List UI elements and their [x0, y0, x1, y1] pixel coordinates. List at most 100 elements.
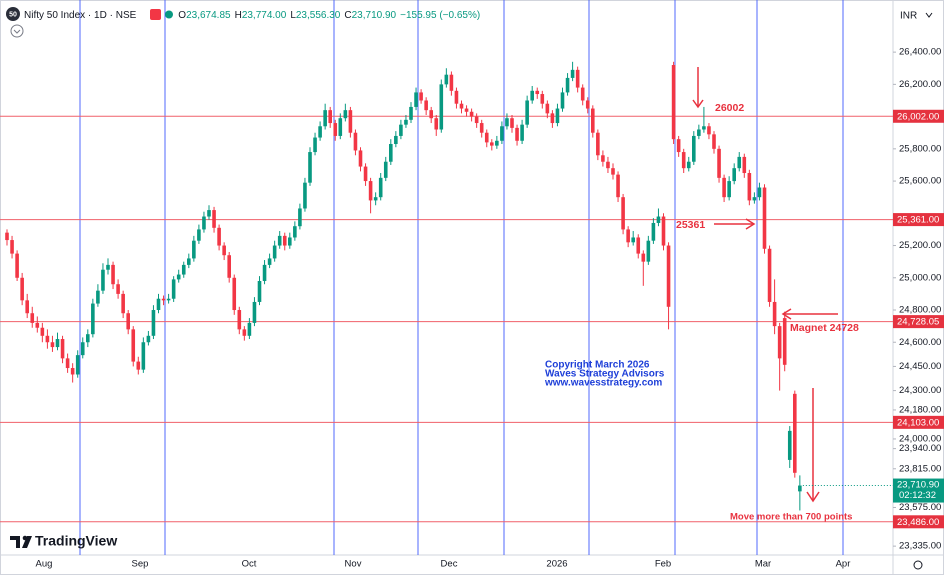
annotation: Magnet 24728 — [790, 322, 859, 334]
y-tick-label: 25,000.00 — [899, 272, 941, 283]
candle-body — [237, 310, 242, 330]
header-part: 1D — [94, 10, 107, 21]
x-tick-label: Sep — [132, 559, 149, 570]
x-tick-label: Apr — [836, 559, 851, 570]
candle-body — [348, 110, 353, 133]
y-tick-label: 24,300.00 — [899, 385, 941, 396]
candle-body — [313, 137, 317, 153]
last-price-label: 23,710.90 — [897, 480, 939, 491]
candle-body — [202, 216, 206, 230]
candle-body — [20, 277, 24, 301]
alert-icon[interactable] — [150, 9, 161, 20]
candle-body — [121, 293, 125, 314]
watermark: www.wavesstrategy.com — [544, 378, 662, 389]
candle-body — [777, 326, 782, 359]
annotation: Move more than 700 points — [730, 512, 852, 523]
candle-body — [505, 118, 509, 127]
level-label-bg — [893, 213, 944, 227]
y-tick-label: 25,800.00 — [899, 143, 941, 154]
y-tick-label: 24,800.00 — [899, 305, 941, 316]
levels — [0, 115, 893, 523]
candle-body — [707, 126, 711, 135]
candle-body — [697, 129, 701, 136]
candle-body — [187, 258, 191, 265]
watermark: Waves Strategy Advisors — [545, 369, 665, 380]
candle-body — [560, 92, 565, 109]
header-part: O — [178, 10, 186, 21]
candle-body — [141, 342, 146, 370]
candle-body — [692, 135, 696, 162]
settings-button[interactable] — [913, 560, 923, 570]
candle-body — [606, 161, 610, 169]
candle-body — [459, 103, 464, 109]
x-tick-label: Nov — [345, 559, 362, 570]
candle-body — [798, 485, 802, 492]
candle-body — [585, 100, 590, 109]
y-tick-label: 24,180.00 — [899, 404, 941, 415]
collapse-button[interactable] — [10, 24, 24, 38]
candle-body — [444, 74, 449, 85]
candle-body — [611, 168, 615, 175]
candle-body — [303, 182, 307, 209]
header-part: Nifty 50 Index — [24, 10, 85, 21]
candle-body — [343, 110, 348, 119]
candle-body — [373, 197, 378, 201]
candle-body — [782, 318, 787, 365]
x-tick-label: Dec — [441, 559, 458, 570]
level-label: 25,361.00 — [897, 215, 939, 226]
arrow-head — [781, 308, 792, 320]
candle-body — [363, 166, 368, 182]
y-tick-label: 24,600.00 — [899, 337, 941, 348]
candle-body — [116, 284, 120, 294]
candle-body — [737, 156, 742, 169]
candle-body — [60, 339, 65, 359]
countdown: 02:12:32 — [899, 490, 936, 501]
candle-body — [358, 150, 363, 167]
candle-body — [666, 245, 671, 307]
candle-body — [575, 69, 580, 88]
candle-body — [757, 187, 762, 198]
candle-body — [793, 393, 797, 473]
candle-body — [621, 197, 625, 230]
level-label: 23,486.00 — [897, 517, 939, 528]
candle-body — [353, 132, 358, 151]
candle-body — [35, 322, 40, 328]
currency-dropdown[interactable] — [925, 12, 933, 18]
header-part: 23,556.30 — [296, 10, 341, 21]
candle-body — [151, 310, 156, 336]
candle-body — [580, 87, 585, 101]
candle-body — [217, 227, 221, 246]
watermark: Copyright March 2026 — [545, 360, 650, 371]
arrow-head — [806, 491, 820, 503]
candle-body — [308, 152, 312, 183]
candle-body — [500, 126, 504, 141]
candle-body — [298, 208, 302, 227]
candle-body — [126, 313, 130, 330]
candle-body — [454, 90, 459, 104]
x-tick-label: 2026 — [546, 559, 567, 570]
candle-body — [65, 358, 70, 369]
candle-body — [5, 232, 9, 241]
candle-body — [10, 240, 14, 254]
x-tick-label: Mar — [755, 559, 771, 570]
header-part: H — [235, 10, 242, 21]
candle-body — [222, 245, 226, 256]
candle-body — [368, 181, 373, 201]
candle-body — [156, 298, 161, 311]
candle-body — [626, 229, 630, 243]
candle-body — [45, 335, 50, 343]
candle-body — [424, 100, 428, 111]
candle-body — [525, 100, 529, 125]
candle-body — [192, 240, 196, 259]
candle-body — [722, 177, 726, 198]
candle-body — [601, 155, 605, 162]
candle-body — [565, 77, 570, 93]
candle-body — [449, 74, 454, 91]
brand: TradingView — [35, 533, 117, 549]
candle-body — [136, 361, 141, 370]
candle-body — [338, 118, 343, 136]
candle-body — [394, 135, 398, 144]
candle-body — [656, 216, 661, 223]
collapse-icon — [13, 29, 21, 34]
candle-body — [429, 110, 433, 119]
